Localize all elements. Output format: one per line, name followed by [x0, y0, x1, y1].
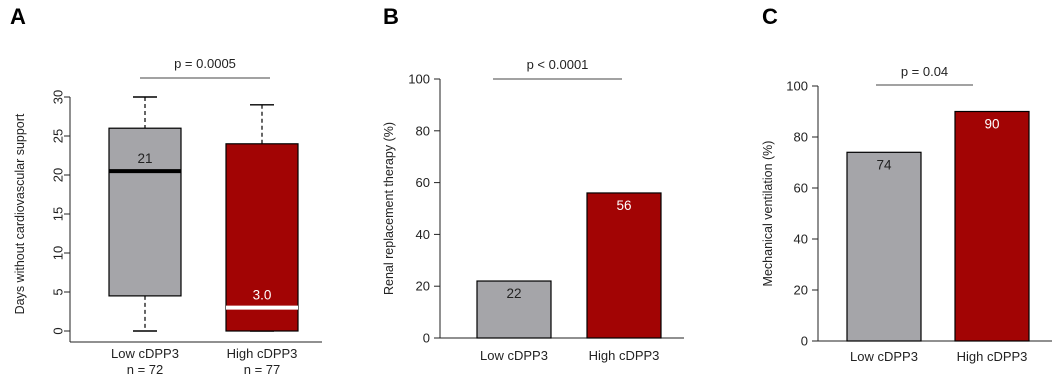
- panel-a-y-tick-label: 0: [51, 327, 66, 334]
- panel-c-y-axis-title: Mechanical ventilation (%): [761, 141, 775, 287]
- panel-a-box-low: [108, 127, 182, 297]
- panel-a-y-tick-label: 10: [51, 246, 66, 260]
- panel-b-pvalue: p < 0.0001: [527, 57, 589, 72]
- panel-b-y-tick-label: 60: [416, 175, 430, 190]
- panel-c-category-label: High cDPP3: [957, 349, 1028, 364]
- panel-a-median-label: 21: [137, 151, 152, 166]
- panel-a-y-tick-label: 5: [51, 288, 66, 295]
- panel-c-y-tick-label: 80: [794, 130, 808, 145]
- panel-c-letter: C: [762, 4, 778, 29]
- panel-a-pvalue: p = 0.0005: [174, 56, 236, 71]
- panel-b-y-tick-label: 100: [408, 72, 430, 87]
- panel-b-y-tick-label: 0: [423, 331, 430, 346]
- panel-a-category-label: Low cDPP3: [111, 346, 179, 361]
- panel-c-y-tick-label: 40: [794, 232, 808, 247]
- panel-a-y-tick-label: 30: [51, 90, 66, 104]
- panel-c-y-tick-label: 0: [801, 334, 808, 349]
- panel-a-sample-size: n = 72: [127, 362, 164, 377]
- panel-a-y-axis-title: Days without cardiovascular support: [13, 113, 27, 314]
- panel-a-letter: A: [10, 4, 26, 29]
- panel-b-bar-low: [476, 280, 552, 339]
- panel-c-category-label: Low cDPP3: [850, 349, 918, 364]
- panel-c-y-tick-label: 100: [786, 79, 808, 94]
- panel-b-bar-high: [586, 192, 662, 339]
- panel-c-bar-value-label: 74: [876, 157, 892, 172]
- panel-b-y-tick-label: 20: [416, 279, 430, 294]
- panel-b-letter: B: [383, 4, 399, 29]
- panel-a-category-label: High cDPP3: [227, 346, 298, 361]
- panel-b-y-tick-label: 80: [416, 123, 430, 138]
- panel-b-category-label: High cDPP3: [589, 348, 660, 363]
- panel-a-median-label: 3.0: [253, 288, 272, 303]
- panel-a-box-high: [225, 143, 299, 332]
- panel-c-pvalue: p = 0.04: [901, 64, 948, 79]
- panel-a-y-tick-label: 15: [51, 207, 66, 221]
- panel-c-bar-low: [846, 151, 922, 342]
- panel-c-y-tick-label: 20: [794, 283, 808, 298]
- panel-c-y-tick-label: 60: [794, 181, 808, 196]
- panel-b-bar-value-label: 56: [616, 198, 631, 213]
- panel-b-y-axis-title: Renal replacement therapy (%): [382, 122, 396, 295]
- panel-c-bar-value-label: 90: [984, 117, 999, 132]
- panel-a-sample-size: n = 77: [244, 362, 281, 377]
- panel-b-category-label: Low cDPP3: [480, 348, 548, 363]
- panel-a-y-tick-label: 25: [51, 129, 66, 143]
- panel-b-y-tick-label: 40: [416, 227, 430, 242]
- panel-a-y-tick-label: 20: [51, 168, 66, 182]
- panel-b-bar-value-label: 22: [506, 286, 521, 301]
- panel-c-bar-high: [954, 110, 1030, 342]
